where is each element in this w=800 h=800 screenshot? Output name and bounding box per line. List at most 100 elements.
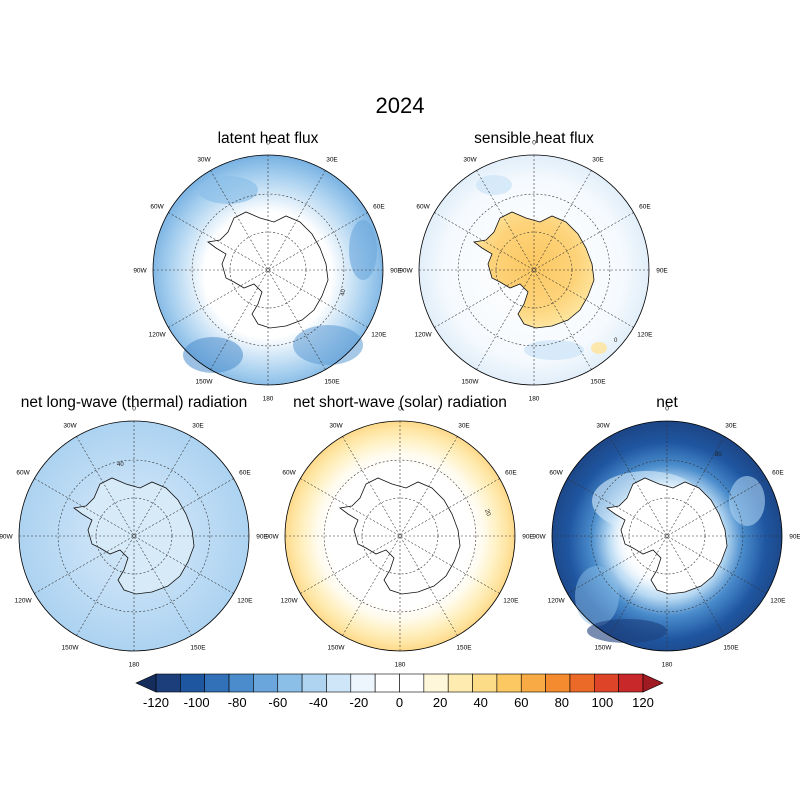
colorbar-box [472, 673, 498, 693]
colorbar-tick-label: 80 [555, 695, 569, 710]
longitude-label: 150E [190, 644, 206, 651]
longwave-longitude-labels: 0 30E 60E 90E 120E 150E 180 150W 120W 90W 60W 30W [0, 406, 268, 669]
sensible-graticule [419, 155, 649, 385]
longitude-label: 90W [133, 268, 147, 275]
colorbar-box [569, 673, 595, 693]
longitude-label: 120E [371, 332, 387, 339]
colorbar-min-triangle [135, 673, 157, 693]
longitude-label: 90W [399, 268, 413, 275]
colorbar-box [618, 673, 644, 693]
longitude-label: 60E [639, 204, 651, 211]
panel-title-longwave: net long-wave (thermal) radiation [21, 394, 248, 411]
longitude-label: 30E [725, 423, 737, 430]
latitude-circle [590, 459, 744, 613]
longitude-label: 90E [390, 268, 402, 275]
longitude-label: 90E [789, 534, 800, 541]
colorbar-box [155, 673, 181, 693]
longitude-label: 0 [132, 406, 136, 413]
colorbar-box [496, 673, 522, 693]
map-panel-latent: 40 0 30E 60E 90E 120E 150E 180 150W 120W 90W 60W 30… [133, 140, 402, 403]
longitude-label: 150W [328, 644, 346, 651]
map-panel-net: 80 0 30E 60E 90E 120E 150E 180 150W 120W 90W 60W 30… [532, 406, 800, 669]
colorbar-box [374, 673, 400, 693]
longitude-label: 0 [665, 406, 669, 413]
longitude-label: 30E [458, 423, 470, 430]
longwave-graticule [19, 421, 249, 651]
net-longitude-labels: 0 30E 60E 90E 120E 150E 180 150W 120W 90W 60W 30W [532, 406, 800, 669]
longitude-label: 150E [456, 644, 472, 651]
colorbar-tick-label: 60 [514, 695, 528, 710]
net-graticule [552, 421, 782, 651]
longitude-label: 120E [237, 598, 253, 605]
longitude-label: 30W [329, 423, 343, 430]
longitude-label: 150E [324, 378, 340, 385]
panel-title-sensible: sensible heat flux [474, 130, 594, 147]
longitude-label: 180 [263, 396, 274, 403]
colorbar-box [350, 673, 376, 693]
longitude-label: 60E [772, 470, 784, 477]
longitude-label: 150E [723, 644, 739, 651]
longitude-label: 120W [281, 598, 299, 605]
longitude-label: 90E [256, 534, 268, 541]
colorbar-box [399, 673, 425, 693]
longitude-label: 150W [462, 378, 480, 385]
colorbar-tick-label: 20 [433, 695, 447, 710]
longwave-contour-label: 40 [117, 462, 124, 468]
longitude-label: 30E [592, 157, 604, 164]
longitude-label: 120W [149, 332, 167, 339]
longitude-label: 150W [62, 644, 80, 651]
longitude-label: 90W [0, 534, 14, 541]
colorbar-tick-label: -40 [309, 695, 328, 710]
longitude-label: 90W [532, 534, 546, 541]
colorbar-tick-label: -20 [350, 695, 369, 710]
colorbar-box [277, 673, 303, 693]
longitude-label: 150W [196, 378, 214, 385]
latitude-circle [323, 459, 477, 613]
figure-title: 2024 [376, 93, 425, 118]
colorbar-box [520, 673, 546, 693]
sensible-longitude-labels: 0 30E 60E 90E 120E 150E 180 150W 120W 90W 60W 30W [399, 140, 668, 403]
longitude-label: 150W [595, 644, 613, 651]
net-contour-label: 80 [715, 452, 722, 458]
colorbar-tick-label: 0 [396, 695, 403, 710]
latitude-circle [57, 459, 211, 613]
colorbar-box [423, 673, 449, 693]
longitude-label: 60E [505, 470, 517, 477]
longitude-label: 60W [150, 204, 164, 211]
longitude-label: 0 [398, 406, 402, 413]
colorbar-boxes [155, 673, 644, 693]
longitude-label: 90E [522, 534, 534, 541]
colorbar-box [180, 673, 206, 693]
longitude-label: 120W [15, 598, 33, 605]
colorbar-tick-label: 40 [473, 695, 487, 710]
colorbar-box [326, 673, 352, 693]
colorbar: -120 -100 -80 -60 -40 -20 0 20 40 60 80 100 120 [135, 673, 664, 710]
colorbar-box [593, 673, 619, 693]
latitude-circle [191, 193, 345, 347]
latent-contour-label: 40 [340, 288, 347, 296]
colorbar-box [545, 673, 571, 693]
colorbar-tick-labels: -120 -100 -80 -60 -40 -20 0 20 40 60 80 100 120 [143, 695, 654, 710]
longitude-label: 180 [129, 662, 140, 669]
longitude-label: 30W [596, 423, 610, 430]
longitude-label: 90E [656, 268, 668, 275]
latent-graticule [153, 155, 383, 385]
colorbar-tick-label: -80 [228, 695, 247, 710]
longitude-label: 120W [415, 332, 433, 339]
longitude-label: 30W [463, 157, 477, 164]
longitude-label: 30W [197, 157, 211, 164]
panel-title-net: net [656, 394, 678, 411]
shortwave-graticule [285, 421, 515, 651]
longitude-label: 30W [63, 423, 77, 430]
longitude-label: 0 [266, 140, 270, 147]
longitude-label: 30E [192, 423, 204, 430]
panel-title-shortwave: net short-wave (solar) radiation [293, 394, 507, 411]
shortwave-longitude-labels: 0 30E 60E 90E 120E 150E 180 150W 120W 90W 60W 30W [265, 406, 534, 669]
longitude-label: 150E [590, 378, 606, 385]
longitude-label: 60W [549, 470, 563, 477]
map-panel-shortwave: 20 0 30E 60E 90E 120E 150E 180 150W 120W 90W 60W 30… [265, 406, 534, 669]
longitude-label: 120E [637, 332, 653, 339]
colorbar-box [204, 673, 230, 693]
longitude-label: 60E [239, 470, 251, 477]
